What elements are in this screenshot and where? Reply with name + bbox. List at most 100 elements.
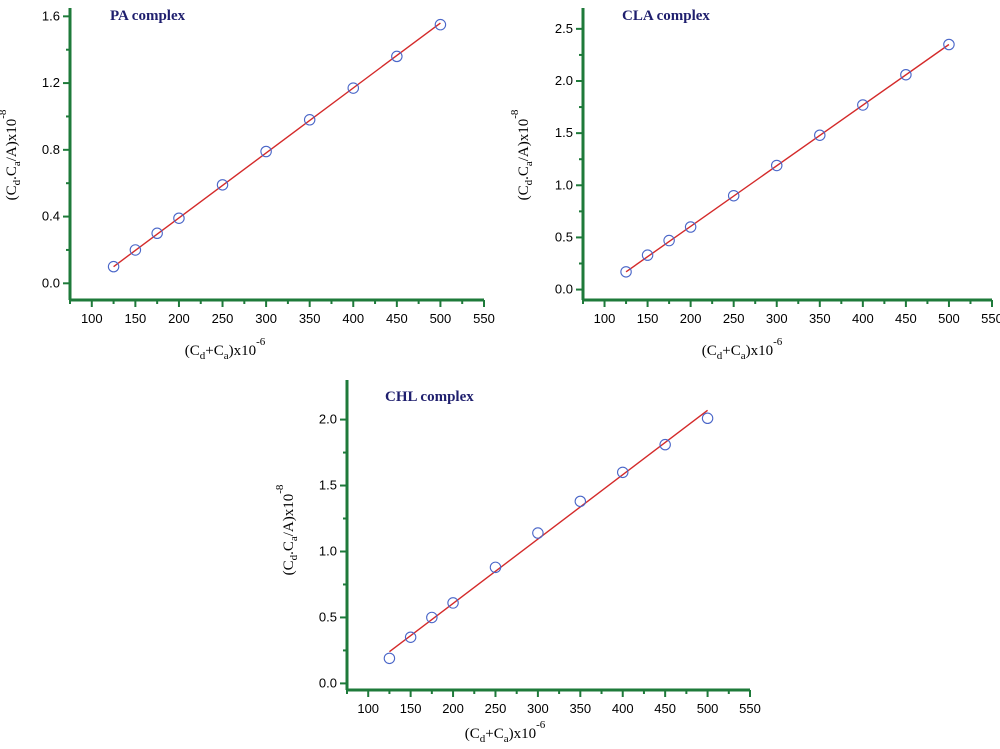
y-tick-label: 0.5 [555, 229, 573, 244]
data-point [151, 227, 163, 240]
data-point [426, 611, 438, 624]
x-tick-label: 350 [299, 311, 321, 326]
y-axis-title-sub2: a [11, 161, 23, 166]
y-axis-title-tail: /A)x10 [516, 119, 532, 162]
data-point [620, 266, 632, 278]
x-axis-title-mid: +C [205, 343, 223, 359]
data-point [770, 159, 783, 172]
x-axis-title: (Cd+Ca)x10-6 [465, 719, 546, 745]
x-tick-label: 450 [654, 701, 676, 716]
x-tick-label: 250 [723, 311, 745, 326]
x-tick-label: 250 [485, 701, 507, 716]
y-axis-title: (Cd.Ca/A)x10-8 [274, 484, 300, 575]
y-axis-title-mid: .C [516, 166, 532, 180]
y-axis-title-mid: .C [4, 166, 20, 180]
y-tick-label: 2.5 [555, 21, 573, 36]
data-point [641, 249, 654, 261]
x-tick-label: 500 [938, 311, 960, 326]
data-point [447, 597, 459, 609]
data-point [434, 18, 447, 31]
x-axis-title-sup: -6 [256, 336, 266, 348]
y-tick-label: 2.0 [555, 73, 573, 88]
data-point [383, 652, 396, 665]
x-tick-label: 200 [168, 311, 190, 326]
data-point [900, 68, 912, 81]
data-point [216, 179, 229, 191]
data-point [857, 99, 869, 111]
y-axis-title-sub2: a [288, 536, 300, 541]
x-tick-label: 100 [357, 701, 379, 716]
y-tick-label: 0.4 [42, 209, 60, 224]
fit-line [388, 409, 709, 653]
x-tick-label: 250 [212, 311, 234, 326]
data-point [663, 234, 675, 247]
data-point [173, 212, 185, 224]
x-tick-label: 500 [697, 701, 719, 716]
chart-panel-2: 100 150 200 250 300 350 400 450 500 550 0.0 0.5 1.0 1… [509, 8, 1000, 362]
data-point [391, 50, 403, 63]
x-tick-label: 150 [125, 311, 147, 326]
x-axis-title-label_main: (C [465, 726, 480, 742]
data-point [659, 438, 671, 451]
x-axis-title-sub2: a [741, 350, 746, 362]
data-point [532, 527, 544, 539]
x-tick-label: 350 [809, 311, 831, 326]
data-point [574, 495, 587, 508]
y-axis-title-sup: -8 [274, 484, 286, 494]
x-axis-title-sub1: d [717, 350, 723, 362]
x-axis-title-tail: )x10 [509, 726, 537, 742]
data-point [701, 412, 714, 425]
data-point [814, 129, 826, 141]
y-axis-title-sup: -8 [0, 109, 9, 119]
y-axis-title-sub1: d [288, 554, 300, 560]
x-axis-title-sub2: a [504, 733, 509, 745]
x-axis-title-sub1: d [480, 733, 486, 745]
x-tick-label: 350 [569, 701, 591, 716]
data-point [260, 145, 272, 158]
x-tick-label: 100 [594, 311, 616, 326]
y-tick-label: 0.0 [319, 675, 337, 690]
x-tick-label: 450 [386, 311, 408, 326]
data-point [616, 466, 629, 479]
y-axis-title-tail: /A)x10 [281, 494, 297, 537]
data-point [489, 561, 502, 574]
y-axis-title: (Cd.Ca/A)x10-8 [0, 109, 23, 200]
x-tick-label: 200 [442, 701, 464, 716]
x-tick-label: 550 [473, 311, 495, 326]
x-tick-label: 300 [766, 311, 788, 326]
data-point [404, 631, 417, 643]
x-axis-title-sup: -6 [536, 719, 546, 731]
x-tick-label: 300 [255, 311, 277, 326]
x-axis-title-sub1: d [200, 350, 206, 362]
data-point [727, 189, 740, 202]
y-axis-title-label_main: (C [516, 185, 532, 200]
x-tick-label: 300 [527, 701, 549, 716]
x-axis-title-tail: )x10 [746, 343, 774, 359]
chart-title: PA complex [110, 8, 186, 24]
chart-title: CLA complex [622, 8, 710, 24]
x-axis-title-sup: -6 [773, 336, 783, 348]
data-point [303, 114, 316, 126]
fit-line [625, 43, 950, 273]
x-tick-label: 500 [430, 311, 452, 326]
x-axis-title-mid: +C [485, 726, 503, 742]
y-tick-label: 1.6 [42, 8, 60, 23]
x-tick-label: 550 [739, 701, 761, 716]
y-tick-label: 0.0 [555, 282, 573, 297]
data-point [129, 244, 142, 256]
x-axis-title-label_main: (C [185, 343, 200, 359]
y-tick-label: 1.5 [555, 125, 573, 140]
data-point [684, 221, 697, 233]
y-tick-label: 0.5 [319, 609, 337, 624]
x-axis-title: (Cd+Ca)x10-6 [702, 336, 783, 362]
y-axis-title-sub1: d [523, 179, 535, 185]
x-tick-label: 400 [612, 701, 634, 716]
y-tick-label: 0.8 [42, 142, 60, 157]
x-axis-title-tail: )x10 [229, 343, 257, 359]
x-tick-label: 550 [981, 311, 1000, 326]
x-tick-label: 400 [342, 311, 364, 326]
y-tick-label: 1.2 [42, 75, 60, 90]
x-tick-label: 400 [852, 311, 874, 326]
x-axis-title-label_main: (C [702, 343, 717, 359]
